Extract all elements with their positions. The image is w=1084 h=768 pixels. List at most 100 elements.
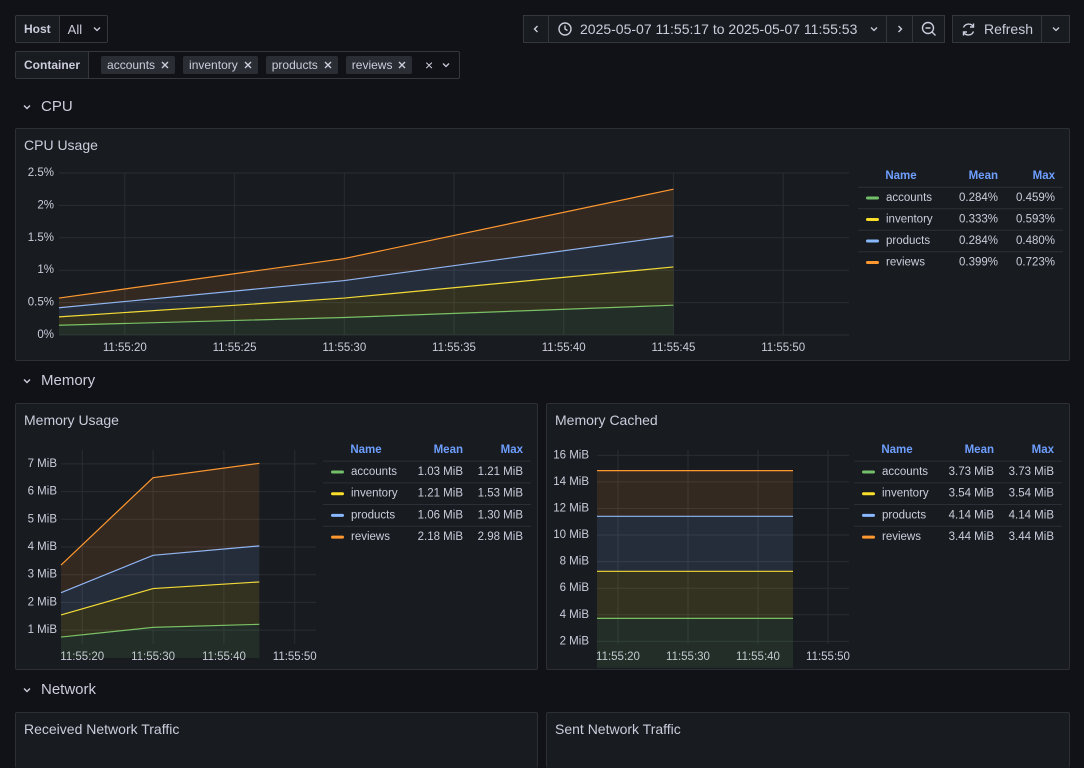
legend-name: inventory [886, 214, 933, 226]
time-forward-button[interactable] [886, 15, 913, 43]
legend-mean: 1.06 MiB [418, 509, 464, 521]
series-line [60, 581, 260, 616]
legend-mean: 1.03 MiB [418, 466, 464, 478]
chip-list: accounts inventory products reviews [93, 56, 413, 74]
y-tick-label: 6 MiB [560, 582, 590, 594]
legend-name: products [882, 509, 926, 521]
panel: Memory Usage 1 MiB 2 MiB 3 MiB 4 MiB 5 MiB 6 … [15, 403, 538, 670]
legend-name: reviews [886, 257, 925, 269]
refresh-button[interactable]: Refresh [952, 15, 1042, 43]
chevron-icon [870, 27, 878, 32]
y-tick-label: 1% [37, 264, 54, 276]
area-fill [61, 581, 260, 638]
host-value: All [67, 21, 83, 37]
legend-swatch [866, 261, 879, 264]
legend-mean: 0.333% [959, 214, 998, 226]
x-tick-label: 11:55:40 [542, 342, 586, 354]
legend-max: 1.30 MiB [478, 509, 524, 521]
host-variable[interactable]: Host All [15, 15, 108, 43]
row-header[interactable]: CPU [22, 98, 73, 115]
clear-icon[interactable]: × [425, 57, 434, 73]
panel: CPU Usage 0% 0.5% 1% 1.5% 2% 2.5% 11:55:20 11:5… [15, 128, 1070, 361]
time-range: 2025-05-07 11:55:17 to 2025-05-07 11:55:… [580, 21, 858, 37]
legend-swatch [331, 470, 344, 474]
time-back-button[interactable] [523, 15, 549, 43]
panel: Received Network Traffic [15, 712, 538, 768]
chip-label: products [271, 58, 318, 72]
y-tick-label: 4 MiB [560, 609, 590, 621]
row-header[interactable]: Memory [22, 372, 95, 389]
panel-title: Memory Cached [555, 412, 658, 428]
area-fill [597, 618, 793, 668]
chip-remove-icon[interactable] [244, 61, 252, 69]
chevron-icon [93, 27, 101, 32]
y-tick-label: 3 MiB [28, 569, 58, 581]
refresh-label: Refresh [983, 21, 1034, 37]
x-tick-label: 11:55:30 [131, 651, 175, 663]
legend-mean: 3.54 MiB [949, 488, 995, 500]
container-chip[interactable]: inventory [183, 56, 258, 74]
container-chip[interactable]: accounts [101, 56, 176, 74]
chip-remove-icon[interactable] [398, 61, 406, 69]
chevron-icon [1052, 27, 1059, 32]
container-chip[interactable]: products [265, 56, 338, 74]
legend-header: Name [885, 170, 916, 182]
refresh-interval-button[interactable] [1041, 15, 1070, 43]
time-picker[interactable]: 2025-05-07 11:55:17 to 2025-05-07 11:55:… [548, 15, 887, 43]
y-tick-label: 2% [37, 199, 54, 211]
container-variable[interactable]: Container accounts inventory products revie… [15, 51, 460, 79]
legend-mean: 0.284% [959, 192, 998, 204]
legend-mean: 3.44 MiB [949, 531, 995, 543]
chevron-icon [442, 63, 450, 68]
legend-swatch [862, 513, 875, 517]
area-fill [59, 235, 674, 317]
legend-max: 3.73 MiB [1009, 466, 1055, 478]
x-tick-label: 11:55:20 [103, 342, 147, 354]
zoom-out-button[interactable] [912, 15, 945, 43]
legend-header: Mean [965, 444, 994, 456]
x-tick-label: 11:55:50 [273, 651, 317, 663]
legend-max: 0.593% [1016, 214, 1055, 226]
y-tick-label: 6 MiB [28, 486, 58, 498]
legend-max: 2.98 MiB [478, 531, 524, 543]
row-title: CPU [41, 98, 73, 115]
legend-swatch [862, 492, 875, 496]
legend-name: inventory [351, 488, 398, 500]
row-header[interactable]: Network [22, 681, 96, 698]
row-title: Memory [41, 372, 96, 389]
legend-header: Max [1033, 170, 1056, 182]
legend-header: Name [881, 444, 912, 456]
y-tick-label: 4 MiB [28, 541, 58, 553]
legend-mean: 0.399% [959, 257, 998, 269]
legend-mean: 2.18 MiB [418, 531, 464, 543]
area-fill [597, 516, 793, 572]
x-tick-label: 11:55:20 [60, 651, 104, 663]
chevron-icon [23, 104, 31, 109]
panel: Sent Network Traffic [546, 712, 1070, 768]
legend-name: inventory [882, 488, 929, 500]
chart: 2 MiB 4 MiB 6 MiB 8 MiB 10 MiB 12 MiB 14 MiB 16… [553, 444, 1062, 668]
y-tick-label: 12 MiB [553, 502, 589, 514]
legend-swatch [862, 535, 875, 539]
x-tick-label: 11:55:40 [202, 651, 246, 663]
y-tick-label: 0% [37, 329, 54, 341]
series-line [58, 188, 674, 299]
series-line [58, 304, 674, 326]
legend-max: 0.480% [1016, 235, 1055, 247]
chip-remove-icon[interactable] [161, 61, 169, 69]
chevron-right-icon [897, 25, 902, 33]
x-tick-label: 11:55:35 [432, 342, 476, 354]
legend-max: 4.14 MiB [1009, 509, 1055, 521]
series-line [58, 235, 674, 309]
x-tick-label: 11:55:50 [806, 651, 850, 663]
x-tick-label: 11:55:30 [666, 651, 710, 663]
legend-swatch [331, 535, 344, 539]
chip-remove-icon[interactable] [324, 61, 332, 69]
chevron-icon [23, 378, 31, 383]
legend-max: 3.44 MiB [1009, 531, 1055, 543]
legend-swatch [866, 196, 879, 200]
container-chip[interactable]: reviews [345, 56, 413, 74]
legend-max: 1.53 MiB [478, 488, 524, 500]
x-tick-label: 11:55:40 [736, 651, 780, 663]
